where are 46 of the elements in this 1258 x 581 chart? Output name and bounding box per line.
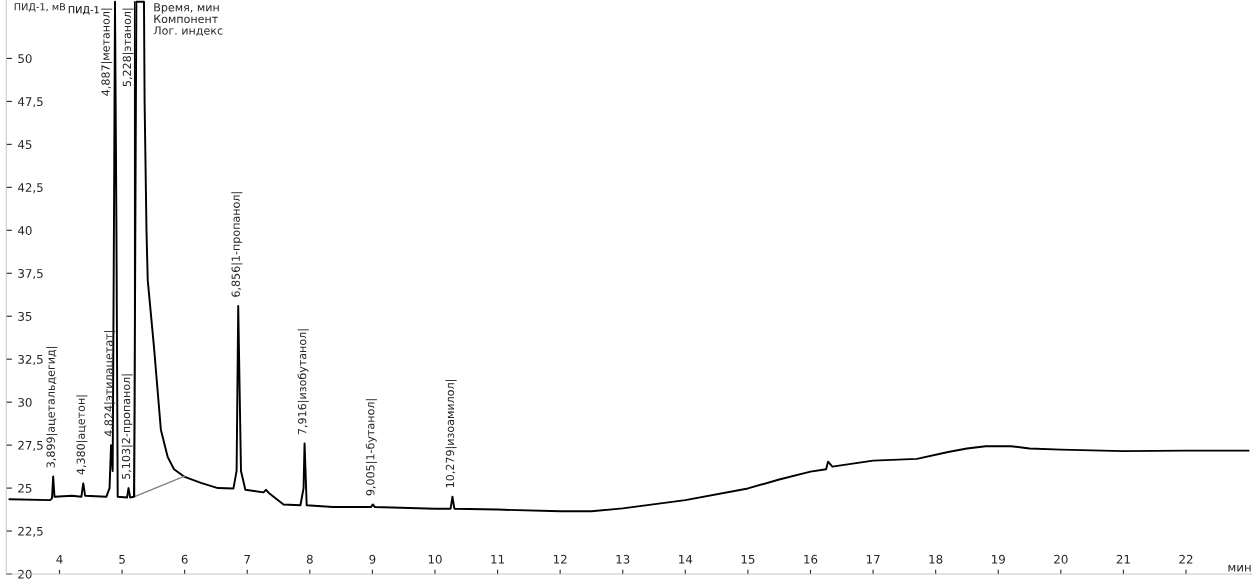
x-tick-label: 8 <box>306 554 313 564</box>
series-label: ПИД-1 <box>68 6 99 15</box>
y-tick-label: 22,5 <box>18 526 43 537</box>
x-tick-label: 12 <box>553 554 567 564</box>
x-axis-title: мин <box>1228 565 1251 572</box>
x-tick-label: 10 <box>428 554 442 564</box>
y-tick-label: 45 <box>17 140 32 150</box>
y-axis-title: ПИД-1, мВ <box>14 3 66 12</box>
annotation: 4,887|метанол| <box>101 8 113 96</box>
x-tick-label: 19 <box>992 554 1005 564</box>
y-tick-label: 47,5 <box>17 97 43 108</box>
annotation: 7,916|изобутанол| <box>297 329 309 435</box>
annotation: 10,279|изоамилол| <box>445 380 457 488</box>
x-tick-label: 14 <box>679 554 693 564</box>
y-tick-label: 42,5 <box>17 183 43 194</box>
x-tick-label: 16 <box>804 554 818 564</box>
x-tick-label: 17 <box>866 554 880 564</box>
annotation: 6,856|1-пропанол| <box>231 192 243 297</box>
annotation: 9,005|1-бутанол| <box>365 399 377 496</box>
y-tick-label: 32,5 <box>18 354 43 366</box>
x-tick-label: 21 <box>1116 554 1130 564</box>
x-tick-label: 6 <box>181 554 188 564</box>
annotation: 5,103|2-пропанол| <box>121 374 133 479</box>
y-tick-label: 35 <box>18 311 32 321</box>
y-tick-label: 27,5 <box>18 440 43 451</box>
x-tick-label: 11 <box>491 554 504 564</box>
x-tick-label: 15 <box>741 554 755 564</box>
annotation: 4,380|ацетон| <box>76 395 88 475</box>
y-tick-label: 25 <box>18 483 32 493</box>
x-tick-label: 7 <box>244 554 250 564</box>
annotation: Время, мин Компонент Лог. индекс <box>153 3 223 37</box>
x-tick-label: 13 <box>616 554 630 564</box>
x-tick-label: 4 <box>56 554 63 564</box>
annotation: 4,824|этилацетат| <box>104 331 116 437</box>
x-tick-label: 5 <box>119 554 125 564</box>
y-tick-label: 20 <box>18 569 32 579</box>
y-tick-label: 40 <box>17 226 32 235</box>
y-tick-label: 37,5 <box>18 268 43 280</box>
y-tick-label: 30 <box>18 397 32 407</box>
x-tick-label: 9 <box>369 554 376 564</box>
y-tick-label: 50 <box>18 54 32 64</box>
x-tick-label: 18 <box>929 554 943 564</box>
annotation: 3,899|ацетальдегид| <box>46 346 58 468</box>
x-tick-label: 20 <box>1054 554 1068 564</box>
x-tick-label: 22 <box>1179 554 1193 564</box>
annotation: 5,228|этанол| <box>122 8 134 87</box>
